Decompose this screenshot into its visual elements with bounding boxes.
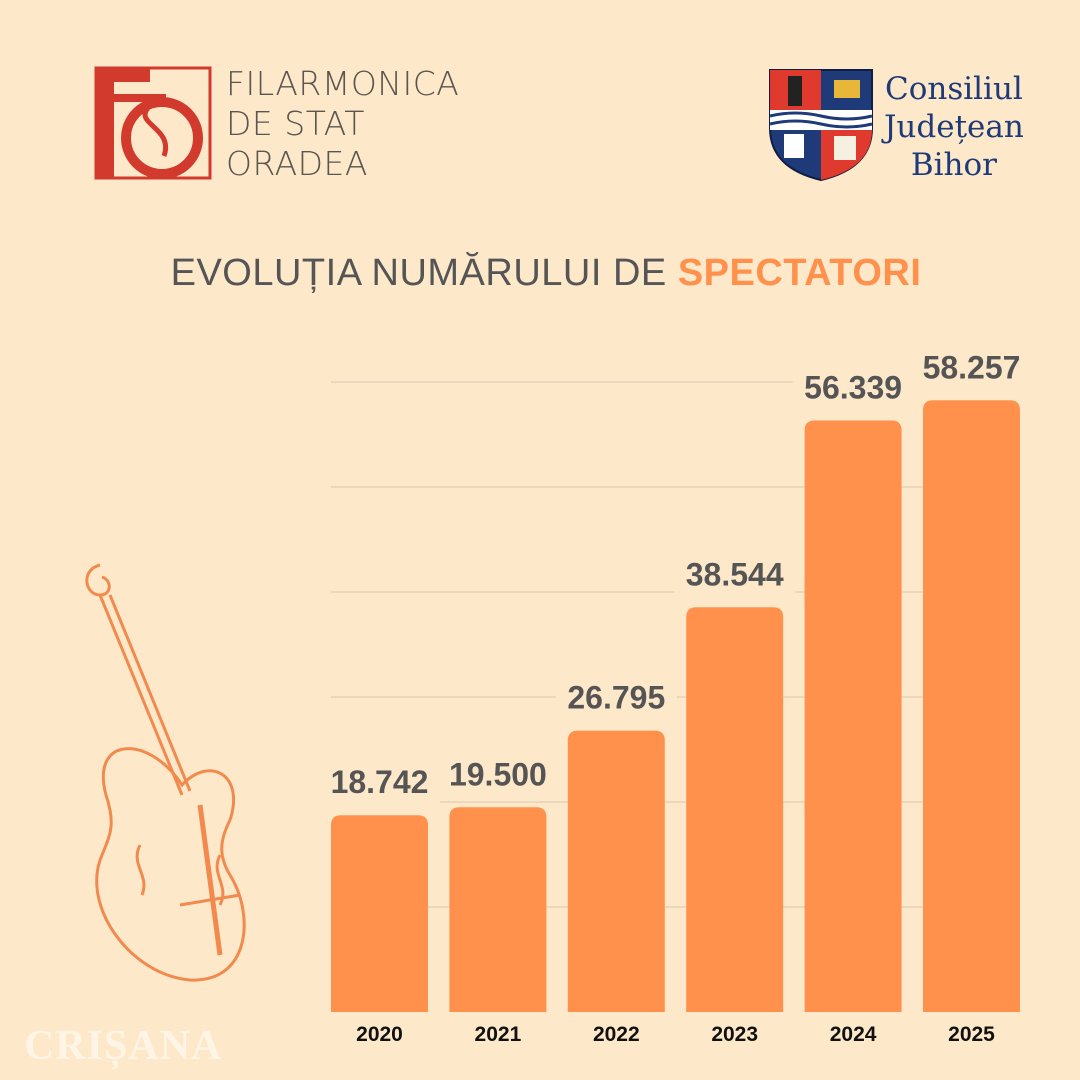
- label-background: [319, 753, 440, 804]
- bar-2021: [449, 807, 547, 1012]
- chart-title: EVOLUȚIA NUMĂRULUI DE SPECTATORI: [0, 252, 1080, 295]
- label-background: [437, 745, 559, 796]
- logo-line: Județean: [884, 109, 1024, 145]
- bar-2024: [804, 420, 902, 1012]
- bar-2022: [567, 730, 665, 1012]
- logo-line: Bihor: [910, 147, 997, 183]
- label-background: [792, 358, 914, 409]
- bar-2023: [686, 607, 784, 1012]
- category-label: 2024: [830, 1023, 877, 1046]
- data-label: 26.795: [567, 680, 665, 716]
- violin-illustration: [85, 563, 246, 982]
- logo-line: DE STAT: [226, 104, 365, 143]
- title-main: EVOLUȚIA NUMĂRULUI DE: [170, 252, 678, 294]
- label-background: [674, 545, 796, 596]
- watermark: CRIȘANA: [24, 1023, 223, 1069]
- logo-line: Consiliul: [884, 71, 1023, 107]
- filarmonica-name: FILARMONICA DE STAT ORADEA: [226, 64, 459, 184]
- logo-line: FILARMONICA: [226, 64, 460, 103]
- label-background: [555, 668, 677, 719]
- data-label: 18.742: [331, 764, 429, 800]
- category-label: 2025: [948, 1023, 995, 1046]
- data-label: 56.339: [804, 369, 902, 405]
- category-label: 2022: [593, 1023, 640, 1046]
- bar-2025: [923, 400, 1020, 1012]
- category-label: 2023: [711, 1023, 758, 1046]
- category-label: 2020: [356, 1023, 403, 1046]
- consiliul-name: Consiliul Județean Bihor: [884, 70, 1024, 184]
- category-label: 2021: [475, 1023, 522, 1046]
- bar-2020: [331, 815, 428, 1012]
- data-label: 38.544: [686, 556, 784, 592]
- label-background: [911, 338, 1032, 389]
- logo-line: ORADEA: [226, 144, 368, 183]
- filarmonica-logo: [94, 66, 212, 180]
- data-label: 58.257: [923, 349, 1021, 385]
- data-label: 19.500: [449, 756, 547, 792]
- bihor-coat-of-arms: [769, 69, 873, 182]
- title-highlight: SPECTATORI: [677, 252, 922, 294]
